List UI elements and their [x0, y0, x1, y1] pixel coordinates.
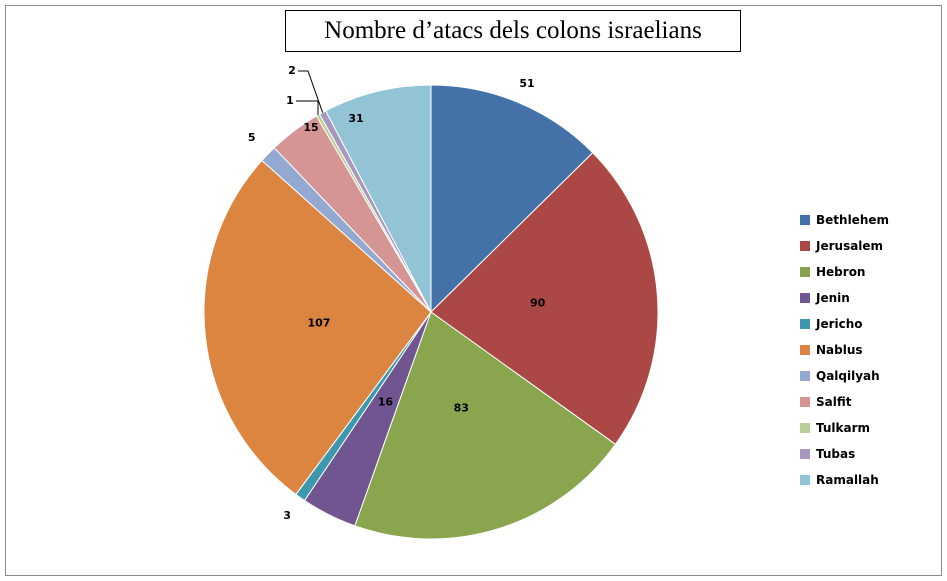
legend-swatch [800, 449, 810, 459]
leader-line-tulkarm [296, 100, 319, 116]
pie-slice-bethlehem [430, 84, 594, 314]
legend-label: Jenin [816, 291, 850, 305]
legend-item-jericho: Jericho [800, 311, 930, 337]
legend-label: Bethlehem [816, 213, 890, 227]
data-label-qalqilyah: 5 [248, 131, 256, 144]
legend-swatch [800, 475, 810, 485]
legend-swatch [800, 241, 810, 251]
legend-item-hebron: Hebron [800, 259, 930, 285]
legend-item-tubas: Tubas [800, 441, 930, 467]
legend-label: Tubas [816, 447, 856, 461]
legend-swatch [800, 267, 810, 277]
chart-legend: Bethlehem Jerusalem Hebron Jenin Jericho Nabl… [800, 207, 930, 493]
legend-label: Hebron [816, 265, 866, 279]
legend-item-salfit: Salfit [800, 389, 930, 415]
legend-swatch [800, 293, 810, 303]
legend-label: Ramallah [816, 473, 879, 487]
data-label-tubas: 2 [288, 64, 296, 77]
legend-swatch [800, 345, 810, 355]
data-label-bethlehem: 51 [519, 77, 534, 90]
legend-item-nablus: Nablus [800, 337, 930, 363]
legend-label: Nablus [816, 343, 863, 357]
data-label-ramallah: 31 [348, 112, 363, 125]
legend-item-ramallah: Ramallah [800, 467, 930, 493]
legend-item-jenin: Jenin [800, 285, 930, 311]
legend-swatch [800, 397, 810, 407]
legend-label: Tulkarm [816, 421, 871, 435]
data-label-salfit: 15 [303, 121, 318, 134]
legend-item-qalqilyah: Qalqilyah [800, 363, 930, 389]
legend-item-jerusalem: Jerusalem [800, 233, 930, 259]
legend-swatch [800, 371, 810, 381]
data-label-tulkarm: 1 [286, 94, 294, 107]
legend-swatch [800, 423, 810, 433]
legend-item-bethlehem: Bethlehem [800, 207, 930, 233]
legend-label: Jerusalem [816, 239, 884, 253]
pie-slice-ramallah [325, 84, 432, 313]
legend-swatch [800, 319, 810, 329]
data-label-hebron: 83 [454, 402, 469, 415]
legend-label: Salfit [816, 395, 852, 409]
pie-slice-nablus [203, 159, 432, 496]
chart-title: Nombre d’atacs dels colons israelians [285, 10, 741, 52]
pie-slice-jerusalem [430, 152, 659, 445]
data-label-nablus: 107 [307, 316, 330, 329]
data-label-jericho: 3 [283, 509, 291, 522]
legend-item-tulkarm: Tulkarm [800, 415, 930, 441]
data-label-jerusalem: 90 [530, 297, 546, 310]
legend-label: Qalqilyah [816, 369, 880, 383]
pie-slice-hebron [354, 311, 617, 540]
data-label-jenin: 16 [378, 396, 394, 409]
leader-line-tubas [298, 70, 324, 113]
legend-swatch [800, 215, 810, 225]
legend-label: Jericho [816, 317, 863, 331]
